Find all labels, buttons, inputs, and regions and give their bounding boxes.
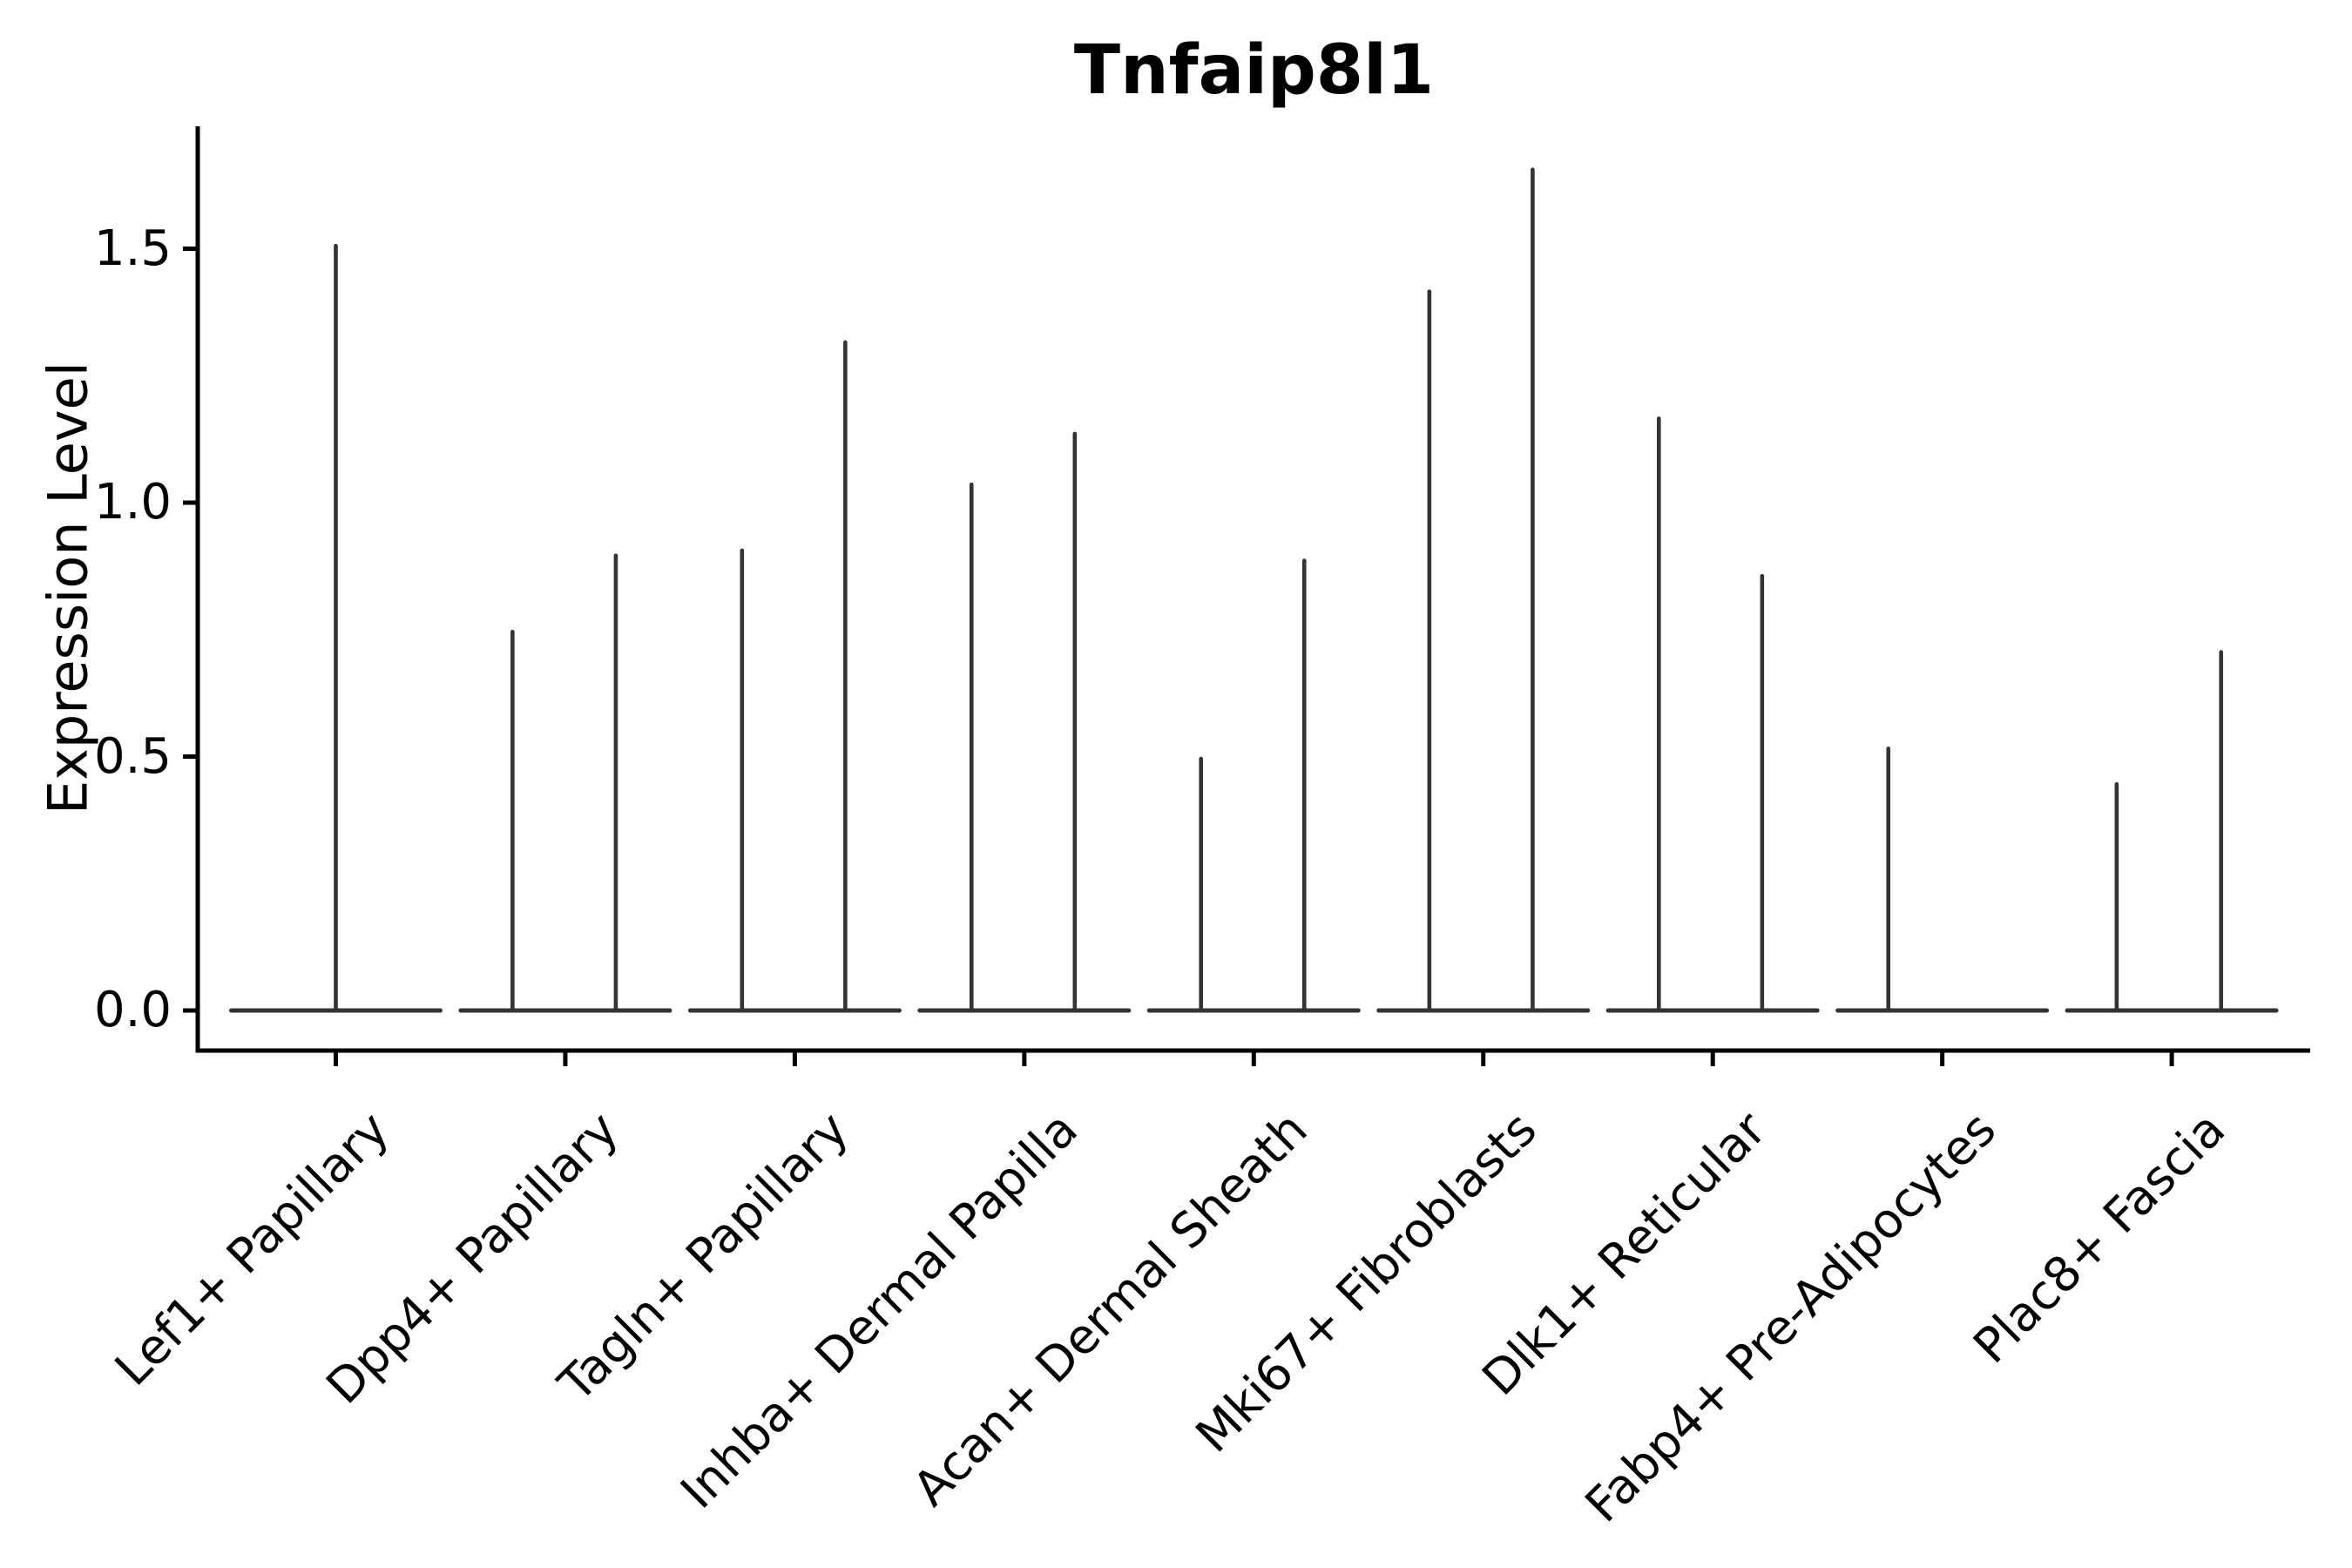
y-tick-label: 1.0	[93, 474, 172, 531]
y-tick-label: 1.5	[93, 220, 172, 277]
y-tick-label: 0.5	[93, 727, 172, 785]
chart-title: Tnfaip8l1	[1073, 31, 1435, 110]
y-tick-label: 0.0	[93, 982, 172, 1038]
